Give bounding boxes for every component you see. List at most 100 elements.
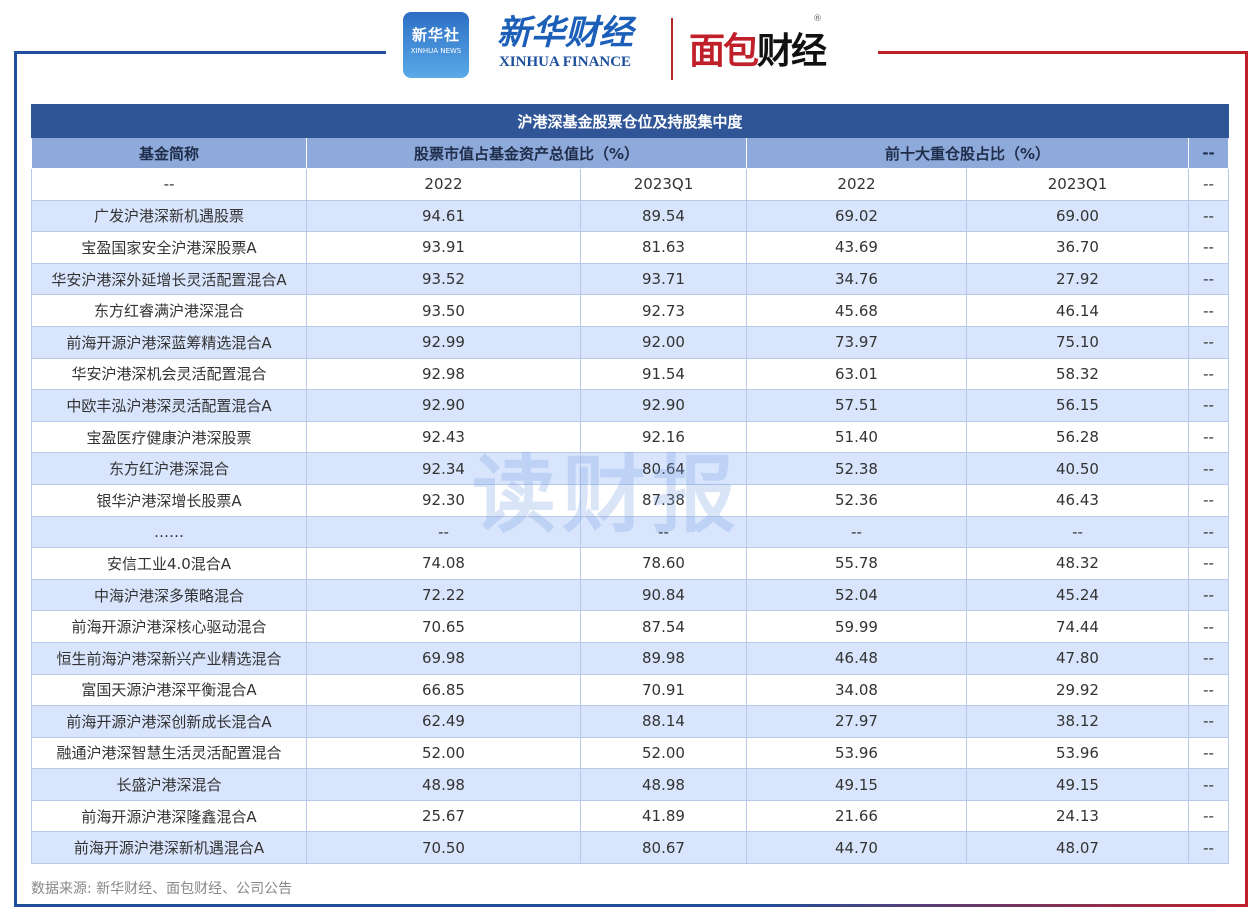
value-cell: --	[1187, 768, 1230, 801]
table-title: 沪港深基金股票仓位及持股集中度	[30, 104, 1230, 138]
value-cell: 27.97	[746, 705, 967, 738]
value-cell: 53.96	[966, 736, 1189, 770]
sub-header-cell: --	[31, 168, 307, 201]
frame-top-right-line	[878, 51, 1248, 54]
fund-name-cell: 华安沪港深外延增长灵活配置混合A	[31, 262, 307, 296]
value-cell: --	[1187, 420, 1230, 454]
table-row: 东方红沪港深混合 92.34 80.64 52.38 40.50 --	[31, 452, 1230, 485]
value-cell: --	[1187, 262, 1230, 296]
value-cell: 25.67	[306, 799, 581, 833]
fund-name-cell: 恒生前海沪港深新兴产业精选混合	[31, 641, 307, 675]
value-cell: --	[580, 515, 747, 549]
value-cell: 27.92	[966, 262, 1189, 296]
value-cell: 52.00	[306, 736, 581, 770]
table-row: 前海开源沪港深隆鑫混合A 25.67 41.89 21.66 24.13 --	[31, 799, 1230, 833]
value-cell: 55.78	[746, 547, 967, 580]
value-cell: 47.80	[966, 641, 1189, 675]
fund-name-cell: 前海开源沪港深新机遇混合A	[31, 831, 307, 865]
value-cell: --	[1187, 231, 1230, 264]
value-cell: 73.97	[746, 325, 967, 359]
value-cell: --	[1187, 389, 1230, 422]
value-cell: 81.63	[580, 231, 747, 264]
value-cell: --	[1187, 610, 1230, 643]
value-cell: 92.98	[306, 357, 581, 391]
fund-name-cell: 前海开源沪港深隆鑫混合A	[31, 799, 307, 833]
value-cell: 48.98	[580, 768, 747, 801]
header-extra: --	[1187, 137, 1230, 169]
header-stock-ratio: 股票市值占基金资产总值比（%）	[306, 137, 747, 169]
value-cell: 90.84	[580, 578, 747, 612]
value-cell: 56.15	[966, 389, 1189, 422]
value-cell: 72.22	[306, 578, 581, 612]
value-cell: 52.38	[746, 452, 967, 485]
value-cell: 88.14	[580, 705, 747, 738]
value-cell: 49.15	[746, 768, 967, 801]
xinhua-badge-cn: 新华社	[411, 26, 460, 44]
table-row: 安信工业4.0混合A 74.08 78.60 55.78 48.32 --	[31, 547, 1230, 580]
value-cell: 40.50	[966, 452, 1189, 485]
value-cell: 34.76	[746, 262, 967, 296]
frame-right-line	[1245, 51, 1248, 907]
value-cell: --	[746, 515, 967, 549]
value-cell: 53.96	[746, 736, 967, 770]
value-cell: --	[1187, 199, 1230, 233]
value-cell: 51.40	[746, 420, 967, 454]
value-cell: 44.70	[746, 831, 967, 865]
value-cell: 92.30	[306, 483, 581, 517]
value-cell: --	[1187, 452, 1230, 485]
value-cell: 92.99	[306, 325, 581, 359]
table-row: …… -- -- -- -- --	[31, 515, 1230, 549]
value-cell: --	[1187, 325, 1230, 359]
header-fund-name: 基金简称	[31, 137, 307, 169]
value-cell: 45.24	[966, 578, 1189, 612]
value-cell: --	[1187, 831, 1230, 865]
value-cell: 92.43	[306, 420, 581, 454]
value-cell: 78.60	[580, 547, 747, 580]
fund-name-cell: 安信工业4.0混合A	[31, 547, 307, 580]
sub-header-cell: 2023Q1	[966, 168, 1189, 201]
xinhua-finance-en: XINHUA FINANCE	[498, 54, 632, 70]
value-cell: 93.52	[306, 262, 581, 296]
table-row: 东方红睿满沪港深混合 93.50 92.73 45.68 46.14 --	[31, 294, 1230, 327]
table-row: 中欧丰泓沪港深灵活配置混合A 92.90 92.90 57.51 56.15 --	[31, 389, 1230, 422]
fund-name-cell: 中欧丰泓沪港深灵活配置混合A	[31, 389, 307, 422]
fund-table: 沪港深基金股票仓位及持股集中度 基金简称 股票市值占基金资产总值比（%） 前十大…	[30, 104, 1230, 865]
fund-name-cell: 银华沪港深增长股票A	[31, 483, 307, 517]
mianbao-finance-logo: 面包财经	[689, 22, 827, 74]
table-row: 宝盈国家安全沪港深股票A 93.91 81.63 43.69 36.70 --	[31, 231, 1230, 264]
xinhua-badge-en: XINHUA NEWS	[410, 47, 462, 55]
table-row: 恒生前海沪港深新兴产业精选混合 69.98 89.98 46.48 47.80 --	[31, 641, 1230, 675]
value-cell: 87.54	[580, 610, 747, 643]
value-cell: 93.91	[306, 231, 581, 264]
value-cell: 92.16	[580, 420, 747, 454]
value-cell: 59.99	[746, 610, 967, 643]
mianbao-logo-black: 财经	[757, 31, 827, 72]
xinhua-finance-cn: 新华财经	[497, 13, 633, 53]
table-row: 长盛沪港深混合 48.98 48.98 49.15 49.15 --	[31, 768, 1230, 801]
value-cell: 62.49	[306, 705, 581, 738]
value-cell: 57.51	[746, 389, 967, 422]
sub-header-cell: 2023Q1	[580, 168, 747, 201]
value-cell: 87.38	[580, 483, 747, 517]
value-cell: 92.90	[580, 389, 747, 422]
fund-name-cell: 华安沪港深机会灵活配置混合	[31, 357, 307, 391]
value-cell: 93.71	[580, 262, 747, 296]
registered-mark: ®	[813, 14, 822, 24]
value-cell: --	[1187, 705, 1230, 738]
sub-header-row: -- 2022 2023Q1 2022 2023Q1 --	[31, 168, 1230, 201]
group-header-row: 基金简称 股票市值占基金资产总值比（%） 前十大重仓股占比（%） --	[31, 137, 1230, 169]
value-cell: 89.54	[580, 199, 747, 233]
fund-name-cell: 长盛沪港深混合	[31, 768, 307, 801]
value-cell: 38.12	[966, 705, 1189, 738]
fund-name-cell: 中海沪港深多策略混合	[31, 578, 307, 612]
xinhua-news-logo: 新华社 XINHUA NEWS	[403, 12, 469, 78]
value-cell: 92.34	[306, 452, 581, 485]
value-cell: 52.04	[746, 578, 967, 612]
value-cell: 58.32	[966, 357, 1189, 391]
value-cell: 69.98	[306, 641, 581, 675]
sub-header-cell: 2022	[746, 168, 967, 201]
table-row: 前海开源沪港深新机遇混合A 70.50 80.67 44.70 48.07 --	[31, 831, 1230, 865]
value-cell: 63.01	[746, 357, 967, 391]
value-cell: 91.54	[580, 357, 747, 391]
value-cell: 52.36	[746, 483, 967, 517]
